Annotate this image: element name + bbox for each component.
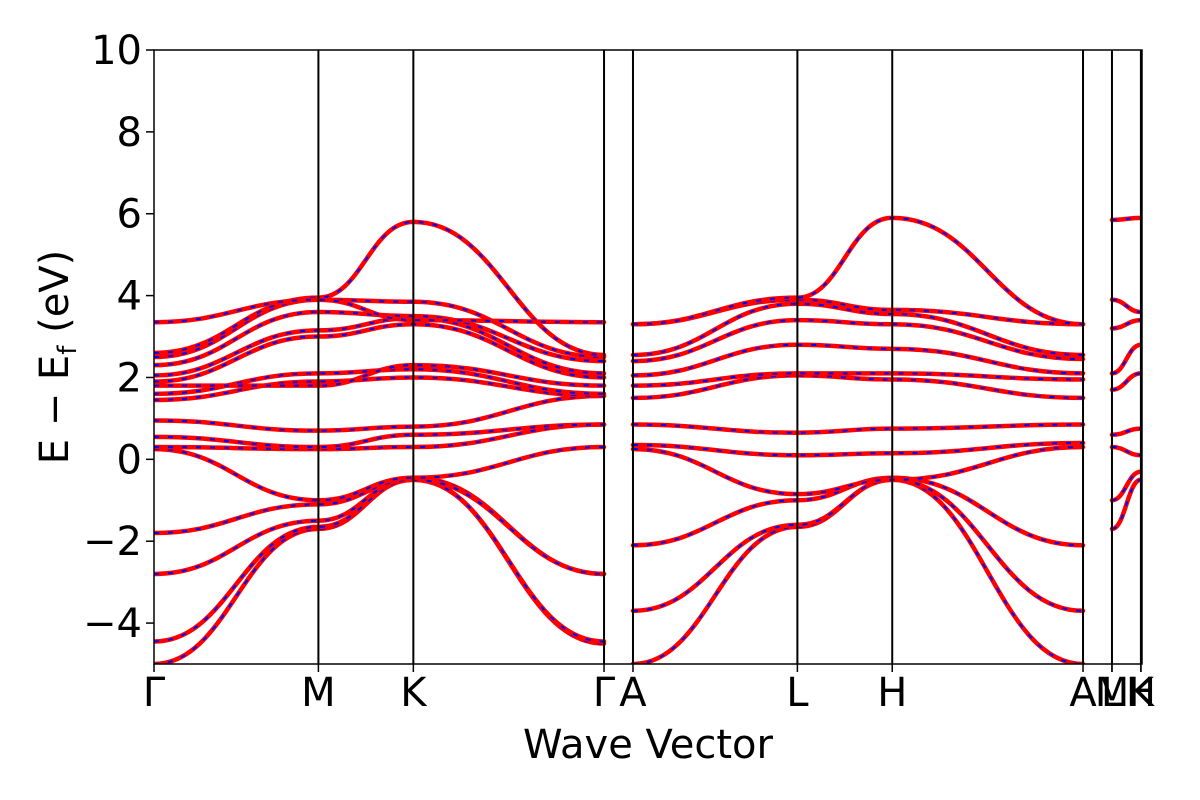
- y-axis-label-main: E − E: [32, 355, 78, 465]
- band-line: [154, 393, 607, 433]
- band-line-overlay: [1111, 319, 1141, 330]
- y-tick-label: −2: [83, 519, 142, 565]
- band-line-overlay: [632, 374, 1084, 399]
- high-symmetry-lines: [317, 50, 1142, 664]
- band-line: [630, 317, 1086, 364]
- x-tick-label: H: [1126, 670, 1156, 716]
- x-tick-label: A: [619, 670, 647, 716]
- y-tick-label: 10: [91, 28, 142, 74]
- band-line: [630, 342, 1086, 378]
- band-line: [1109, 469, 1142, 503]
- band-line: [630, 475, 1086, 548]
- y-tick-label: 8: [117, 110, 142, 156]
- band-line-overlay: [1111, 427, 1141, 436]
- band-line: [630, 477, 1086, 614]
- band-line-overlay: [154, 368, 605, 395]
- band-line-overlay: [154, 220, 605, 356]
- y-tick-label: 4: [117, 274, 142, 320]
- band-line-overlay: [1111, 478, 1142, 530]
- x-tick-label: A: [1069, 670, 1097, 716]
- band-line-overlay: [632, 319, 1084, 363]
- band-line: [154, 444, 607, 503]
- bands-layer: [154, 215, 1142, 664]
- band-line: [154, 477, 607, 644]
- y-tick-label: 2: [117, 355, 142, 401]
- x-tick-label: Γ: [143, 670, 166, 716]
- x-tick-label: L: [1101, 670, 1124, 716]
- band-line-overlay: [154, 298, 605, 358]
- y-axis-label-unit: (eV): [32, 250, 78, 346]
- band-line-overlay: [632, 478, 1084, 612]
- band-line-overlay: [1111, 446, 1141, 457]
- band-line-overlay: [154, 310, 605, 367]
- band-line-overlay: [632, 476, 1084, 547]
- band-line-overlay: [632, 372, 1084, 387]
- x-tick-label: K: [400, 670, 428, 716]
- band-line: [630, 477, 1086, 664]
- band-line-overlay: [632, 216, 1084, 326]
- band-line: [154, 477, 607, 664]
- band-line-overlay: [154, 478, 605, 664]
- band-line-overlay: [154, 376, 605, 401]
- band-line-overlay: [154, 298, 605, 324]
- band-line-overlay: [1111, 298, 1141, 313]
- y-axis-label: E − Ef (eV): [32, 250, 83, 465]
- band-line: [1109, 342, 1142, 376]
- plot-frame: [153, 49, 1143, 665]
- band-line-overlay: [632, 446, 1084, 496]
- band-line-overlay: [154, 323, 605, 383]
- x-tick-label: M: [1095, 670, 1130, 716]
- band-line-overlay: [1111, 372, 1142, 391]
- band-line-overlay: [1111, 216, 1141, 221]
- band-line-overlay: [154, 478, 605, 575]
- y-ticks: −4 −2 0 2 4 6 8 10: [83, 28, 154, 647]
- band-line: [630, 301, 1086, 358]
- x-tick-label: H: [877, 670, 907, 716]
- x-tick-label: L: [786, 670, 809, 716]
- y-tick-label: 6: [117, 192, 142, 238]
- x-axis-label: Wave Vector: [523, 722, 774, 768]
- y-tick-label: 0: [117, 437, 142, 483]
- band-line-overlay: [1111, 343, 1142, 375]
- x-tick-label: Γ: [593, 670, 616, 716]
- band-line-overlay: [154, 317, 605, 377]
- band-line: [154, 422, 607, 450]
- band-line: [154, 362, 607, 388]
- band-line-overlay: [632, 441, 1084, 457]
- x-tick-label: M: [301, 670, 336, 716]
- x-tick-label: K: [1128, 670, 1156, 716]
- band-line-overlay: [154, 423, 605, 451]
- y-axis-label-subscript: f: [53, 345, 83, 355]
- band-line-overlay: [632, 298, 1084, 326]
- band-line-overlay: [632, 478, 1084, 664]
- band-line-overlay: [632, 423, 1084, 434]
- y-tick-label: −4: [83, 601, 142, 647]
- band-line-overlay: [1111, 470, 1142, 502]
- x-ticks: Γ M K Γ A L H AML KH: [143, 664, 1156, 716]
- band-line: [630, 422, 1086, 435]
